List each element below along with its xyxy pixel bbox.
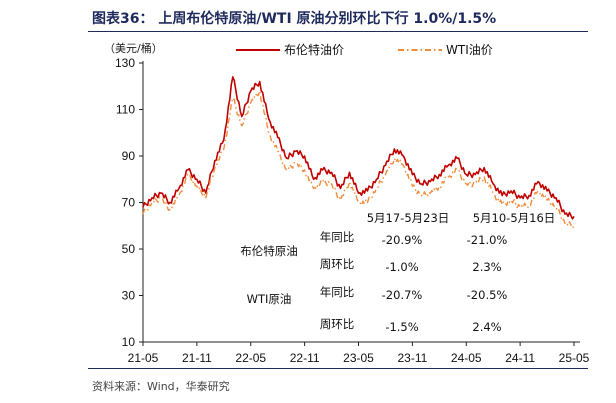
annotation-value: -21.0% — [467, 233, 508, 247]
x-tick-label: 24-11 — [505, 351, 535, 365]
annotation-metric: 周环比 — [320, 317, 355, 331]
y-tick-label: 90 — [122, 149, 136, 163]
annotation-metric: 年同比 — [320, 230, 355, 244]
legend: 布伦特油价 WTI油价 — [236, 42, 493, 57]
x-tick-label: 21-05 — [128, 351, 159, 365]
chart-axes — [142, 61, 580, 343]
y-tick-label: 10 — [122, 335, 136, 349]
brent-line — [142, 76, 575, 220]
y-axis-unit-label: （美元/桶） — [104, 42, 163, 55]
x-tick-label: 23-05 — [343, 351, 374, 365]
y-tick-labels: 10 30 50 70 90 110 130 — [115, 56, 143, 349]
annotation-col-header: 5月10-5月16日 — [473, 211, 556, 225]
y-tick-label: 110 — [116, 103, 135, 117]
series-lines — [142, 76, 575, 229]
x-tick-label: 22-11 — [290, 351, 320, 365]
y-tick-label: 50 — [122, 242, 136, 256]
annotation-col-header: 5月17-5月23日 — [367, 211, 450, 225]
x-tick-labels: 21-05 21-11 22-05 22-11 23-05 23-11 24-05 24-11… — [128, 342, 590, 365]
x-tick-label: 22-05 — [235, 351, 266, 365]
annotation-value: -20.7% — [382, 288, 423, 302]
x-tick-label: 24-05 — [451, 351, 482, 365]
annotation-metric: 周环比 — [320, 257, 355, 271]
annotation-value: -20.5% — [467, 288, 508, 302]
y-tick-label: 130 — [115, 56, 135, 70]
legend-label: 布伦特油价 — [284, 42, 344, 57]
y-tick-label: 70 — [122, 196, 136, 210]
source-divider — [88, 368, 588, 369]
annotation-metric: 年同比 — [320, 285, 355, 299]
annotation-value: -1.5% — [385, 320, 418, 334]
annotation-value: -20.9% — [382, 233, 423, 247]
x-tick-label: 25-05 — [559, 351, 590, 365]
wti-line — [142, 90, 575, 229]
annotation-value: -1.0% — [385, 260, 418, 274]
x-tick-label: 21-11 — [182, 351, 212, 365]
page-edge — [606, 0, 616, 403]
source-note: 资料来源：Wind，华泰研究 — [92, 380, 230, 393]
annotation-value: 2.3% — [472, 260, 501, 274]
annotation-value: 2.4% — [472, 320, 501, 334]
y-tick-label: 30 — [122, 289, 136, 303]
annotation-product: WTI原油 — [247, 292, 292, 306]
page-title: 图表36： 上周布伦特原油/WTI 原油分别环比下行 1.0%/1.5% — [92, 11, 497, 27]
x-tick-label: 23-11 — [397, 351, 427, 365]
legend-label: WTI油价 — [446, 43, 493, 57]
title-divider — [88, 31, 588, 32]
annotation-product: 布伦特原油 — [240, 244, 298, 258]
